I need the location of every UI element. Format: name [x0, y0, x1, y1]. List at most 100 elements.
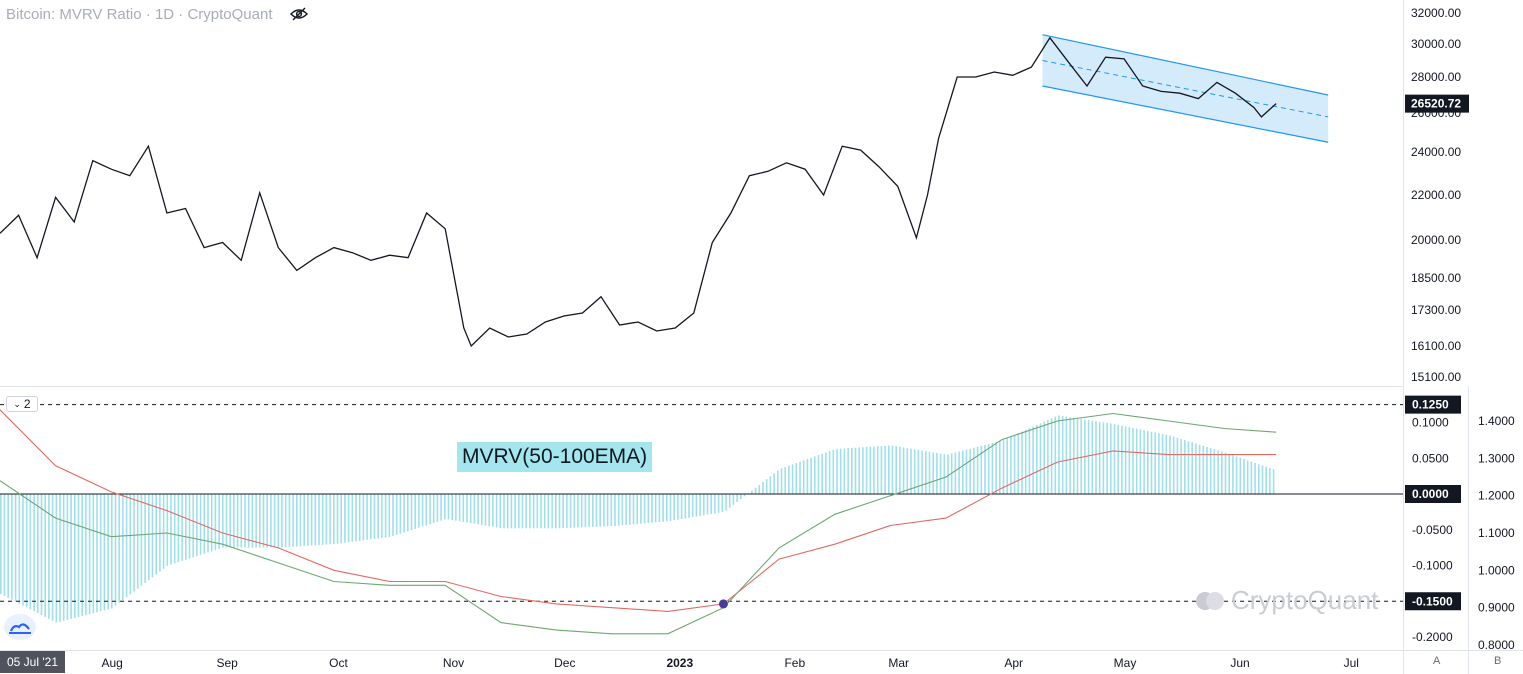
histogram-bar	[632, 494, 635, 525]
histogram-bar	[906, 448, 909, 494]
histogram-bar	[869, 446, 872, 494]
histogram-bar	[1209, 448, 1212, 494]
histogram-bar	[421, 494, 424, 527]
histogram-bar	[1243, 459, 1245, 494]
histogram-bar	[1002, 439, 1005, 494]
histogram-bar	[825, 452, 827, 494]
histogram-bar	[876, 446, 879, 494]
price-tick-label: 16100.00	[1411, 339, 1461, 353]
histogram-bar	[506, 494, 509, 529]
histogram-bar	[1187, 441, 1190, 494]
histogram-bar	[118, 494, 120, 603]
histogram-bar	[543, 494, 546, 529]
histogram-bar	[976, 446, 979, 494]
indicator-collapse-toggle[interactable]: ⌄ 2	[6, 396, 38, 412]
histogram-bar	[14, 494, 17, 602]
histogram-bar	[451, 494, 453, 521]
histogram-bar	[407, 494, 409, 532]
indicator-right-tick: 1.3000	[1478, 451, 1515, 465]
histogram-bar	[1143, 430, 1145, 494]
histogram-bar	[754, 487, 757, 494]
histogram-bar	[410, 494, 413, 531]
histogram-bar	[377, 494, 379, 539]
hide-eye-icon[interactable]	[290, 7, 308, 21]
histogram-bar	[599, 494, 601, 527]
histogram-bar	[751, 490, 753, 494]
indicator-right-tick: 1.0000	[1478, 563, 1515, 577]
histogram-bar	[77, 494, 80, 617]
histogram-bar	[203, 494, 206, 554]
histogram-bar	[1217, 450, 1219, 494]
histogram-bar	[162, 494, 165, 569]
histogram-bar	[1117, 424, 1119, 494]
histogram-bar	[7, 494, 9, 598]
histogram-bar	[1010, 436, 1012, 494]
auto-scale-button[interactable]: A	[1433, 655, 1441, 667]
histogram-bar	[669, 494, 672, 521]
time-axis[interactable]: Aug Sep Oct Nov Dec 2023 Feb Mar Apr May Jun Jul	[101, 656, 1358, 670]
histogram-bar	[536, 494, 539, 529]
histogram-bar	[48, 494, 50, 619]
histogram-bar	[728, 494, 731, 508]
histogram-bar	[699, 494, 701, 516]
histogram-bar	[580, 494, 583, 528]
histogram-bar	[1161, 434, 1164, 494]
price-tick-label: 18500.00	[1411, 271, 1461, 285]
histogram-bar	[1073, 417, 1075, 494]
histogram-bar	[1239, 457, 1242, 494]
histogram-bar	[362, 494, 365, 541]
time-tick-label: Sep	[217, 656, 239, 670]
level-tag	[1405, 592, 1461, 611]
histogram-bar	[677, 494, 679, 520]
histogram-bar	[381, 494, 383, 538]
histogram-bar	[1172, 436, 1175, 494]
histogram-bar	[828, 451, 831, 494]
histogram-bar	[44, 494, 46, 617]
histogram-bar	[333, 494, 335, 545]
histogram-bar	[192, 494, 194, 558]
histogram-bar	[569, 494, 572, 528]
histogram-bar	[958, 451, 960, 494]
histogram-bar	[136, 494, 139, 589]
last-price-box	[1405, 94, 1469, 113]
tradingview-logo-icon[interactable]	[4, 614, 36, 640]
time-tick-label: Mar	[888, 656, 909, 670]
histogram-bar	[592, 494, 594, 527]
histogram-bar	[196, 494, 198, 557]
histogram-bar	[647, 494, 650, 523]
histogram-bar	[1091, 420, 1094, 494]
histogram-bar	[296, 494, 298, 547]
regression-channel[interactable]	[1042, 34, 1329, 143]
histogram-bar	[310, 494, 313, 546]
histogram-bar	[284, 494, 287, 548]
histogram-bar	[1036, 425, 1038, 494]
indicator-left-tick: 0.0500	[1412, 451, 1449, 465]
histogram-bar	[773, 473, 775, 494]
histogram-bar	[899, 446, 901, 494]
histogram-bar	[370, 494, 372, 540]
histogram-bar	[403, 494, 405, 533]
histogram-bar	[51, 494, 54, 621]
histogram-bar	[680, 494, 683, 519]
log-scale-button[interactable]: B	[1494, 655, 1502, 667]
histogram-bar	[1065, 416, 1068, 494]
histogram-bar	[266, 494, 268, 548]
histogram-bar	[25, 494, 28, 608]
time-tick-label: 2023	[666, 656, 693, 670]
histogram-bar	[458, 494, 461, 522]
histogram-bar	[488, 494, 490, 527]
histogram-bar	[566, 494, 568, 528]
histogram-bar	[107, 494, 109, 610]
histogram-bar	[795, 463, 798, 494]
histogram-bar	[1221, 451, 1223, 494]
histogram-bar	[225, 494, 228, 548]
histogram-bar	[392, 494, 394, 536]
price-tick-label: 30000.00	[1411, 37, 1461, 51]
histogram-bar	[621, 494, 624, 526]
histogram-bar	[684, 494, 687, 519]
histogram-bar	[166, 494, 169, 566]
histogram-bar	[22, 494, 24, 606]
histogram-bar	[1254, 462, 1256, 494]
histogram-bar	[725, 494, 727, 511]
